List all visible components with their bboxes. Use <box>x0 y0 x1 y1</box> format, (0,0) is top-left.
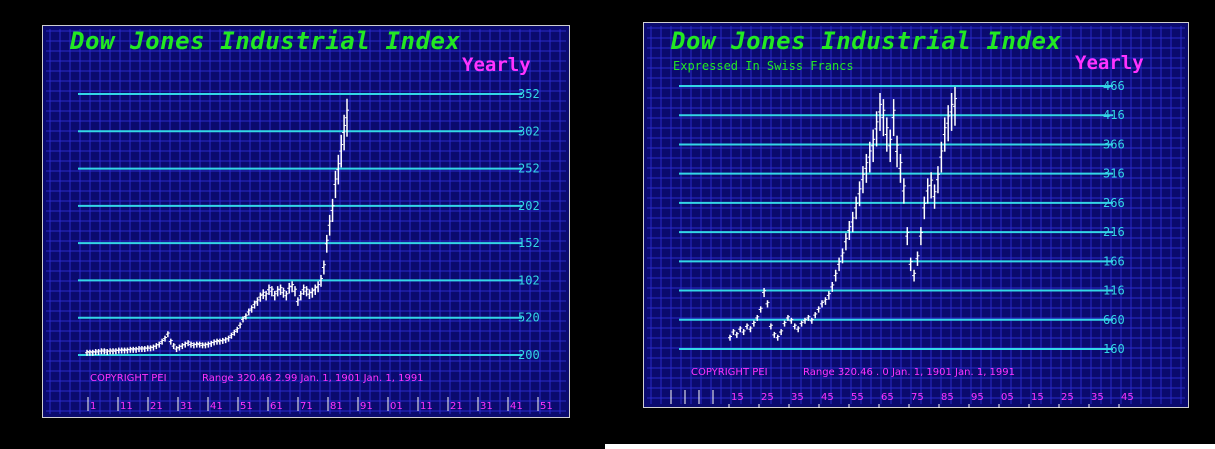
x-tick-label: 11 <box>120 401 133 412</box>
copyright-text: COPYRIGHT PEI <box>90 373 167 384</box>
y-tick-label: 352 <box>518 87 540 101</box>
range-text: Range 320.46 . 0 Jan. 1, 1901 Jan. 1, 19… <box>803 367 1015 378</box>
chart-panel-right: 466 416 366 316 266 216 166 116 660 160 Dow Jones … <box>643 22 1189 408</box>
y-tick-label: 252 <box>518 162 540 176</box>
chart-right: 466 416 366 316 266 216 166 116 660 160 Dow Jones … <box>643 22 1189 408</box>
period-label: Yearly <box>1075 52 1144 74</box>
x-tick-label: 41 <box>210 401 223 412</box>
x-tick-label: 01 <box>390 401 403 412</box>
x-tick-label: 55 <box>851 392 864 403</box>
y-tick-label: 302 <box>518 124 540 138</box>
chart-title: Dow Jones Industrial Index <box>69 27 461 55</box>
chart-left: 352 302 252 202 152 102 520 200 Dow Jones Indust… <box>42 25 570 418</box>
x-tick-label: 21 <box>450 401 463 412</box>
y-tick-label: 416 <box>1103 108 1125 122</box>
x-tick-label: 45 <box>1121 392 1134 403</box>
x-tick-label: 31 <box>480 401 493 412</box>
y-tick-label: 166 <box>1103 254 1125 268</box>
x-tick-label: 51 <box>240 401 253 412</box>
x-tick-label: 05 <box>1001 392 1014 403</box>
x-tick-label: 75 <box>911 392 924 403</box>
y-tick-label: 116 <box>1103 284 1125 298</box>
x-tick-label: 51 <box>540 401 553 412</box>
y-tick-label: 266 <box>1103 196 1125 210</box>
bottom-strip <box>605 444 1215 449</box>
x-tick-label: 41 <box>510 401 523 412</box>
x-tick-label: 1 <box>90 401 96 412</box>
x-tick-label: 21 <box>150 401 163 412</box>
x-tick-label: 35 <box>1091 392 1104 403</box>
x-tick-label: 65 <box>881 392 894 403</box>
x-tick-label: 61 <box>270 401 283 412</box>
x-tick-label: 11 <box>420 401 433 412</box>
y-tick-label: 520 <box>518 311 540 325</box>
x-tick-label: 31 <box>180 401 193 412</box>
y-tick-label: 160 <box>1103 342 1125 356</box>
copyright-text: COPYRIGHT PEI <box>691 367 768 378</box>
x-tick-label: 25 <box>761 392 774 403</box>
x-tick-label: 15 <box>731 392 744 403</box>
y-tick-label: 366 <box>1103 137 1125 151</box>
x-tick-label: 45 <box>821 392 834 403</box>
chart-subtitle: Expressed In Swiss Francs <box>673 59 854 73</box>
x-tick-label: 95 <box>971 392 984 403</box>
y-tick-label: 660 <box>1103 313 1125 327</box>
y-tick-label: 102 <box>518 273 540 287</box>
y-tick-label: 152 <box>518 236 540 250</box>
x-tick-label: 71 <box>300 401 313 412</box>
x-tick-label: 81 <box>330 401 343 412</box>
x-tick-label: 25 <box>1061 392 1074 403</box>
range-text: Range 320.46 2.99 Jan. 1, 1901 Jan. 1, 1… <box>202 373 424 384</box>
y-tick-label: 202 <box>518 199 540 213</box>
x-tick-label: 91 <box>360 401 373 412</box>
grid <box>647 26 1185 404</box>
y-tick-label: 466 <box>1103 79 1125 93</box>
x-tick-label: 85 <box>941 392 954 403</box>
y-tick-label: 316 <box>1103 167 1125 181</box>
chart-panel-left: 352 302 252 202 152 102 520 200 Dow Jones Indust… <box>42 25 570 418</box>
chart-title: Dow Jones Industrial Index <box>670 27 1062 55</box>
y-tick-label: 200 <box>518 348 540 362</box>
x-tick-label: 15 <box>1031 392 1044 403</box>
period-label: Yearly <box>462 54 531 76</box>
y-tick-label: 216 <box>1103 225 1125 239</box>
x-tick-label: 35 <box>791 392 804 403</box>
